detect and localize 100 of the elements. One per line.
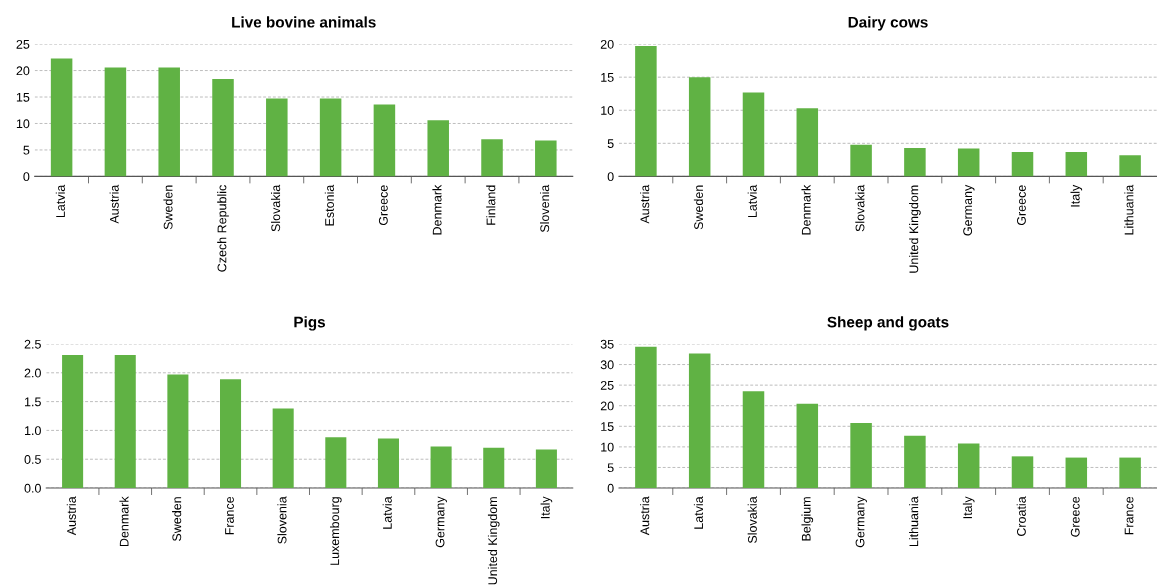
x-tick-label: United Kingdom: [909, 185, 921, 273]
x-tick-label: United Kingdom: [487, 497, 500, 585]
y-tick-label: 15: [601, 422, 614, 431]
bar: [427, 120, 449, 177]
x-tick-label: Slovakia: [270, 184, 281, 232]
bar: [325, 437, 347, 489]
x-tick-label: Lithuania: [1124, 184, 1134, 235]
x-tick-label: Czech Republic: [217, 185, 229, 272]
bar: [1011, 151, 1034, 177]
chart-title: Sheep and goats: [827, 316, 949, 331]
chart-title: Dairy cows: [848, 16, 928, 31]
bar: [373, 104, 396, 177]
x-tick-label: France: [1124, 496, 1134, 535]
x-tick-label: Greece: [378, 185, 388, 226]
y-tick-label: 25: [600, 380, 614, 390]
y-tick-label: 0.0: [24, 483, 41, 493]
x-tick-label: Denmark: [801, 184, 811, 235]
x-tick-label: France: [225, 496, 234, 535]
bar: [1065, 151, 1088, 177]
x-tick-label: Latvia: [693, 496, 704, 529]
bar: [796, 403, 819, 489]
y-tick-label: 0.5: [24, 455, 41, 464]
x-tick-label: Denmark: [119, 496, 129, 547]
bar: [688, 77, 711, 177]
bar: [114, 354, 136, 489]
bar: [957, 443, 980, 489]
x-tick-label: Austria: [640, 496, 650, 536]
bar: [481, 139, 503, 177]
x-tick-label: Belgium: [801, 497, 814, 541]
bar: [904, 435, 926, 489]
x-tick-label: Luxembourg: [329, 497, 342, 565]
bar: [220, 379, 242, 489]
bar: [1119, 457, 1141, 489]
chart-title: Live bovine animals: [232, 16, 376, 28]
bar: [104, 67, 127, 177]
bar: [483, 447, 505, 489]
x-tick-label: Italy: [962, 496, 975, 519]
y-tick-label: 0: [23, 172, 30, 182]
x-tick-label: Sweden: [163, 185, 173, 230]
x-tick-label: Italy: [540, 496, 553, 519]
x-tick-label: Austria: [109, 184, 119, 224]
y-tick-label: 30: [600, 360, 614, 370]
x-tick-label: Slovenia: [277, 496, 287, 544]
y-tick-label: 10: [601, 442, 614, 452]
x-tick-label: Lithuania: [909, 496, 919, 547]
bar: [535, 140, 557, 177]
bar: [957, 148, 980, 177]
bar: [742, 391, 765, 489]
chart-title: Pigs: [294, 316, 325, 331]
y-tick-label: 20: [16, 66, 30, 76]
bar: [742, 92, 765, 177]
bar: [319, 98, 342, 177]
bar: [1119, 155, 1141, 177]
bar: [430, 446, 452, 489]
bar: [635, 46, 657, 177]
y-tick-label: 2.0: [24, 368, 41, 378]
bar: [688, 353, 711, 489]
y-tick-label: 20: [600, 39, 614, 49]
x-tick-label: Slovakia: [747, 496, 757, 544]
x-tick-label: Croatia: [1016, 496, 1026, 537]
y-tick-label: 20: [600, 401, 614, 411]
x-tick-label: Germany: [855, 496, 867, 548]
bar: [535, 449, 557, 489]
y-tick-label: 2.5: [24, 339, 41, 349]
x-tick-label: Greece: [1017, 185, 1026, 226]
x-tick-label: Slovenia: [539, 184, 550, 233]
bar: [272, 408, 294, 489]
bar: [167, 374, 189, 489]
y-tick-label: 1.5: [25, 397, 41, 407]
x-tick-label: Denmark: [432, 184, 442, 235]
y-tick-label: 35: [600, 339, 614, 349]
x-tick-label: Finland: [486, 185, 496, 225]
bar: [266, 98, 288, 177]
y-tick-label: 0: [607, 483, 614, 493]
y-tick-label: 15: [16, 92, 30, 102]
x-tick-label: Austria: [66, 496, 76, 536]
bar: [377, 438, 399, 489]
x-tick-label: Latvia: [55, 184, 65, 218]
y-tick-label: 5: [607, 463, 614, 473]
x-tick-label: Slovakia: [855, 184, 865, 232]
y-tick-label: 5: [23, 145, 30, 155]
y-tick-label: 5: [607, 139, 614, 148]
bar: [158, 67, 180, 177]
x-tick-label: Greece: [1070, 496, 1080, 537]
x-tick-label: Germany: [963, 184, 975, 236]
y-tick-label: 0: [607, 172, 614, 182]
bar: [850, 423, 872, 489]
x-tick-label: Austria: [640, 184, 650, 224]
y-tick-label: 1.0: [25, 426, 41, 436]
bar: [212, 79, 234, 177]
y-tick-label: 10: [601, 106, 614, 115]
x-tick-label: Latvia: [747, 184, 757, 218]
x-tick-label: Estonia: [324, 184, 334, 226]
bar: [62, 354, 84, 489]
x-tick-label: Germany: [435, 496, 447, 548]
bar: [1065, 457, 1088, 489]
bar: [904, 147, 926, 177]
y-tick-label: 10: [16, 119, 30, 129]
bar: [850, 144, 872, 177]
y-tick-label: 15: [601, 73, 614, 82]
